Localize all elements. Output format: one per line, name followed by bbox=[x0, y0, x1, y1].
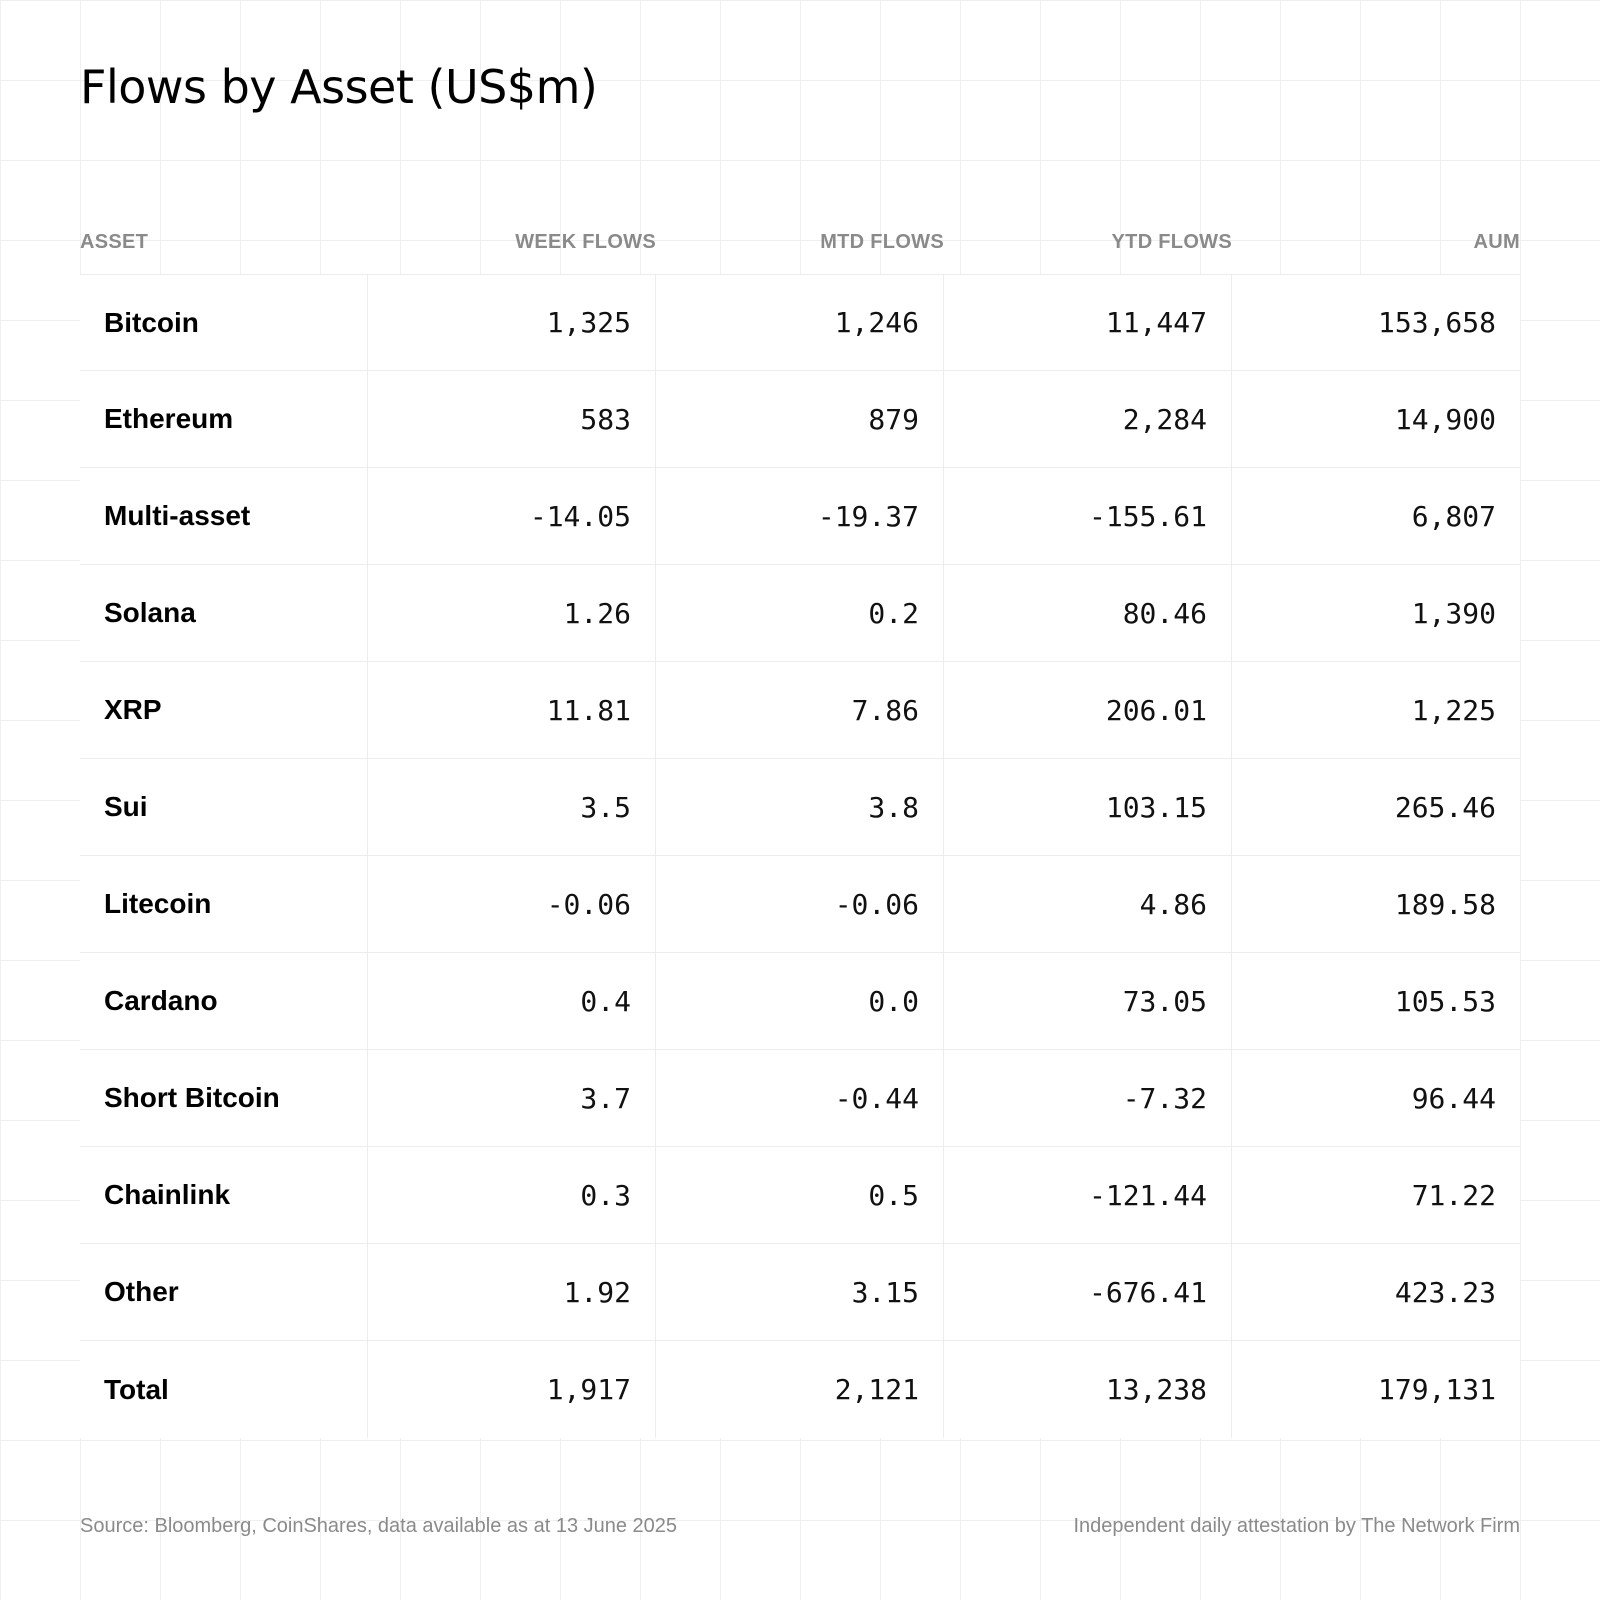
table-row: Short Bitcoin 3.7 -0.44 -7.32 96.44 bbox=[80, 1050, 1520, 1147]
cell-ytd-flows: 73.05 bbox=[944, 953, 1232, 1049]
cell-aum: 153,658 bbox=[1377, 306, 1496, 339]
cell-asset: Multi-asset bbox=[80, 468, 368, 564]
cell-mtd-flows: 3.15 bbox=[656, 1244, 944, 1340]
cell-week-flows: 3.5 bbox=[368, 759, 656, 855]
cell-asset: Ethereum bbox=[80, 371, 368, 467]
cell-aum: 14,900 bbox=[1394, 402, 1496, 436]
table-row: Chainlink 0.3 0.5 -121.44 71.22 bbox=[80, 1147, 1520, 1244]
column-header-ytd-flows: YTD FLOWS bbox=[1111, 230, 1232, 253]
cell-ytd-flows: -676.41 bbox=[944, 1244, 1232, 1340]
cell-ytd-flows: 103.15 bbox=[944, 759, 1232, 855]
table-row: Other 1.92 3.15 -676.41 423.23 bbox=[80, 1244, 1520, 1341]
column-header-aum: AUM bbox=[1473, 230, 1520, 253]
cell-aum: 189.58 bbox=[1394, 887, 1496, 921]
table-row: Multi-asset -14.05 -19.37 -155.61 6,807 bbox=[80, 468, 1520, 565]
cell-week-flows: 3.7 bbox=[368, 1050, 656, 1146]
cell-ytd-flows: 80.46 bbox=[944, 565, 1232, 661]
page-title: Flows by Asset (US$m) bbox=[80, 60, 598, 114]
cell-week-flows: 0.3 bbox=[368, 1147, 656, 1243]
cell-ytd-flows: 4.86 bbox=[944, 856, 1232, 952]
cell-asset: Bitcoin bbox=[80, 275, 368, 370]
cell-ytd-flows: 11,447 bbox=[944, 275, 1232, 370]
table-body: Bitcoin 1,325 1,246 11,447 153,658 Ethereum 58… bbox=[80, 274, 1520, 1438]
cell-mtd-flows: 879 bbox=[656, 371, 944, 467]
cell-week-flows: 0.4 bbox=[368, 953, 656, 1049]
column-header-week-flows: WEEK FLOWS bbox=[515, 230, 656, 253]
attestation-note: Independent daily attestation by The Net… bbox=[1073, 1515, 1520, 1537]
table-row: Litecoin -0.06 -0.06 4.86 189.58 bbox=[80, 856, 1520, 953]
table-row: Cardano 0.4 0.0 73.05 105.53 bbox=[80, 953, 1520, 1050]
cell-asset: Chainlink bbox=[80, 1147, 368, 1243]
table-row: XRP 11.81 7.86 206.01 1,225 bbox=[80, 662, 1520, 759]
cell-week-flows: 583 bbox=[368, 371, 656, 467]
cell-mtd-flows: -0.06 bbox=[656, 856, 944, 952]
cell-aum: 6,807 bbox=[1411, 499, 1496, 533]
cell-aum: 105.53 bbox=[1394, 984, 1496, 1018]
cell-aum: 265.46 bbox=[1394, 790, 1496, 824]
table-row-total: Total 1,917 2,121 13,238 179,131 bbox=[80, 1341, 1520, 1438]
cell-ytd-flows: 206.01 bbox=[944, 662, 1232, 758]
cell-asset: Litecoin bbox=[80, 856, 368, 952]
source-note: Source: Bloomberg, CoinShares, data avai… bbox=[80, 1515, 678, 1537]
cell-mtd-flows: -19.37 bbox=[656, 468, 944, 564]
cell-mtd-flows: 1,246 bbox=[656, 275, 944, 370]
cell-ytd-flows: -121.44 bbox=[944, 1147, 1232, 1243]
cell-mtd-flows: 0.5 bbox=[656, 1147, 944, 1243]
cell-week-flows: 1,325 bbox=[368, 275, 656, 370]
cell-mtd-flows: 3.8 bbox=[656, 759, 944, 855]
cell-asset: Other bbox=[80, 1244, 368, 1340]
cell-aum: 179,131 bbox=[1377, 1373, 1496, 1406]
table-header: ASSET WEEK FLOWS MTD FLOWS YTD FLOWS AUM bbox=[80, 210, 1520, 274]
cell-asset: Short Bitcoin bbox=[80, 1050, 368, 1146]
cell-mtd-flows: -0.44 bbox=[656, 1050, 944, 1146]
cell-week-flows: 1.92 bbox=[368, 1244, 656, 1340]
table-row: Solana 1.26 0.2 80.46 1,390 bbox=[80, 565, 1520, 662]
cell-aum: 423.23 bbox=[1394, 1275, 1496, 1309]
table-row: Bitcoin 1,325 1,246 11,447 153,658 bbox=[80, 274, 1520, 371]
cell-aum: 71.22 bbox=[1411, 1178, 1496, 1212]
cell-week-flows: 1,917 bbox=[368, 1341, 656, 1438]
cell-asset: Solana bbox=[80, 565, 368, 661]
cell-mtd-flows: 0.0 bbox=[656, 953, 944, 1049]
cell-asset: Cardano bbox=[80, 953, 368, 1049]
cell-ytd-flows: 13,238 bbox=[944, 1341, 1232, 1438]
cell-aum: 1,390 bbox=[1411, 596, 1496, 630]
cell-week-flows: 11.81 bbox=[368, 662, 656, 758]
column-header-mtd-flows: MTD FLOWS bbox=[820, 230, 944, 253]
table-row: Ethereum 583 879 2,284 14,900 bbox=[80, 371, 1520, 468]
cell-mtd-flows: 7.86 bbox=[656, 662, 944, 758]
column-header-asset: ASSET bbox=[80, 230, 149, 253]
cell-asset: Sui bbox=[80, 759, 368, 855]
flows-table: ASSET WEEK FLOWS MTD FLOWS YTD FLOWS AUM… bbox=[80, 210, 1520, 1438]
cell-ytd-flows: -155.61 bbox=[944, 468, 1232, 564]
cell-asset: XRP bbox=[80, 662, 368, 758]
cell-mtd-flows: 2,121 bbox=[656, 1341, 944, 1438]
cell-mtd-flows: 0.2 bbox=[656, 565, 944, 661]
cell-ytd-flows: -7.32 bbox=[944, 1050, 1232, 1146]
table-row: Sui 3.5 3.8 103.15 265.46 bbox=[80, 759, 1520, 856]
cell-week-flows: -14.05 bbox=[368, 468, 656, 564]
cell-ytd-flows: 2,284 bbox=[944, 371, 1232, 467]
cell-aum: 96.44 bbox=[1411, 1081, 1496, 1115]
cell-aum: 1,225 bbox=[1411, 693, 1496, 727]
cell-week-flows: 1.26 bbox=[368, 565, 656, 661]
cell-week-flows: -0.06 bbox=[368, 856, 656, 952]
cell-asset: Total bbox=[80, 1341, 368, 1438]
